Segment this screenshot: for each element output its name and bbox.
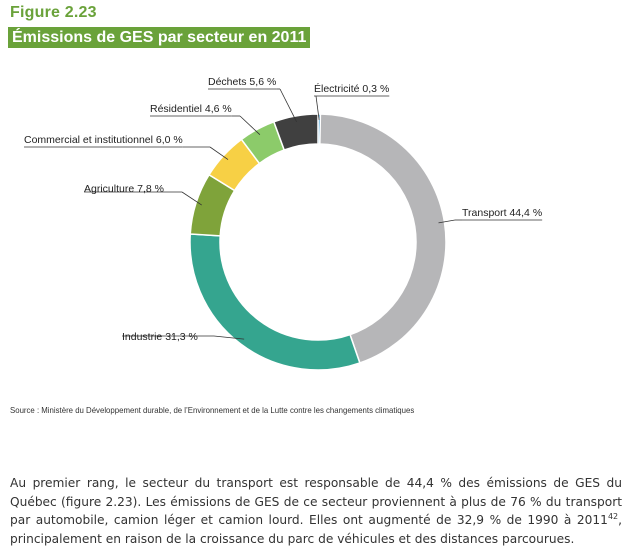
leader-line	[209, 146, 229, 160]
leader-line	[279, 88, 298, 123]
leader-line	[315, 95, 320, 121]
slice-label: Résidentiel 4,6 %	[150, 103, 232, 115]
figure-number: Figure 2.23	[10, 4, 97, 21]
slice-d-chets	[272, 113, 319, 151]
paragraph-text-end: , principalement en raison de la croissa…	[10, 513, 622, 546]
slice-label: Agriculture 7,8 %	[84, 183, 164, 195]
footnote-ref[interactable]: 42	[607, 512, 619, 522]
figure-title: Émissions de GES par secteur en 2011	[8, 27, 311, 48]
slice-industrie	[189, 233, 361, 371]
slice-labels: Électricité 0,3 % Transport 44,4 % Industr…	[24, 76, 542, 343]
leader-line	[181, 191, 202, 206]
slice-label: Commercial et institutionnel 6,0 %	[24, 134, 183, 146]
slice-label: Électricité 0,3 %	[314, 82, 389, 95]
leader-line	[213, 335, 245, 340]
leader-line	[239, 115, 261, 136]
body-paragraph: Au premier rang, le secteur du transport…	[10, 474, 622, 548]
paragraph-text: Au premier rang, le secteur du transport…	[10, 476, 622, 528]
donut-slices	[189, 113, 447, 371]
slice-label: Industrie 31,3 %	[122, 331, 198, 343]
slice-label: Déchets 5,6 %	[208, 76, 276, 88]
leader-line	[438, 219, 456, 224]
slice-transport	[319, 113, 447, 364]
leader-lines	[24, 88, 543, 340]
slice-label: Transport 44,4 %	[462, 207, 542, 219]
source-note: Source : Ministère du Développement dura…	[10, 405, 415, 415]
donut-chart: Électricité 0,3 % Transport 44,4 % Industr…	[24, 76, 543, 371]
